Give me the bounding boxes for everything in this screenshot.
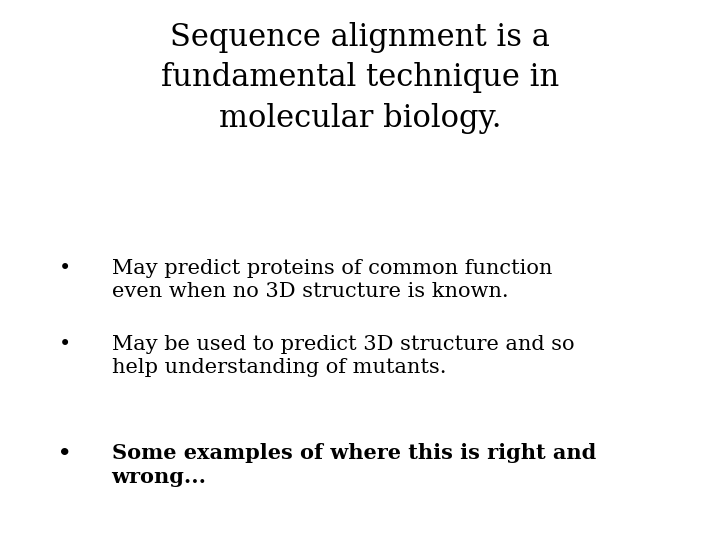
Text: Sequence alignment is a
fundamental technique in
molecular biology.: Sequence alignment is a fundamental tech… (161, 22, 559, 134)
Text: •: • (58, 259, 71, 278)
Text: May be used to predict 3D structure and so
help understanding of mutants.: May be used to predict 3D structure and … (112, 335, 574, 376)
Text: •: • (58, 335, 71, 354)
Text: •: • (58, 443, 71, 463)
Text: Some examples of where this is right and
wrong...: Some examples of where this is right and… (112, 443, 596, 487)
Text: May predict proteins of common function
even when no 3D structure is known.: May predict proteins of common function … (112, 259, 552, 301)
